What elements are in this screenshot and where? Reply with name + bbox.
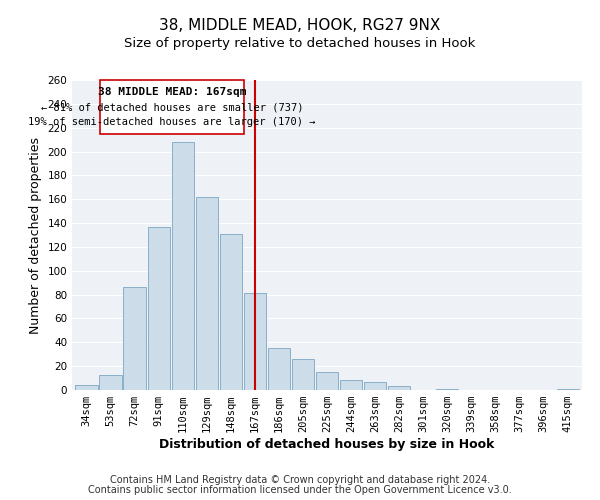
Text: 38, MIDDLE MEAD, HOOK, RG27 9NX: 38, MIDDLE MEAD, HOOK, RG27 9NX bbox=[160, 18, 440, 32]
Bar bbox=[196, 197, 218, 390]
Bar bbox=[148, 226, 170, 390]
Bar bbox=[220, 234, 242, 390]
Text: 38 MIDDLE MEAD: 167sqm: 38 MIDDLE MEAD: 167sqm bbox=[98, 87, 246, 97]
Bar bbox=[364, 382, 386, 390]
Bar bbox=[268, 348, 290, 390]
Text: Contains HM Land Registry data © Crown copyright and database right 2024.: Contains HM Land Registry data © Crown c… bbox=[110, 475, 490, 485]
Bar bbox=[557, 389, 578, 390]
Text: Size of property relative to detached houses in Hook: Size of property relative to detached ho… bbox=[124, 38, 476, 51]
Bar bbox=[316, 372, 338, 390]
Bar bbox=[340, 380, 362, 390]
Bar bbox=[436, 389, 458, 390]
Text: Contains public sector information licensed under the Open Government Licence v3: Contains public sector information licen… bbox=[88, 485, 512, 495]
Text: 19% of semi-detached houses are larger (170) →: 19% of semi-detached houses are larger (… bbox=[28, 117, 316, 127]
Bar bbox=[76, 385, 98, 390]
Bar bbox=[244, 294, 266, 390]
Bar bbox=[124, 288, 146, 390]
Bar bbox=[292, 359, 314, 390]
Bar bbox=[172, 142, 194, 390]
Text: ← 81% of detached houses are smaller (737): ← 81% of detached houses are smaller (73… bbox=[41, 102, 303, 113]
Y-axis label: Number of detached properties: Number of detached properties bbox=[29, 136, 42, 334]
X-axis label: Distribution of detached houses by size in Hook: Distribution of detached houses by size … bbox=[160, 438, 494, 451]
Bar bbox=[100, 374, 122, 390]
FancyBboxPatch shape bbox=[100, 80, 244, 134]
Bar bbox=[388, 386, 410, 390]
